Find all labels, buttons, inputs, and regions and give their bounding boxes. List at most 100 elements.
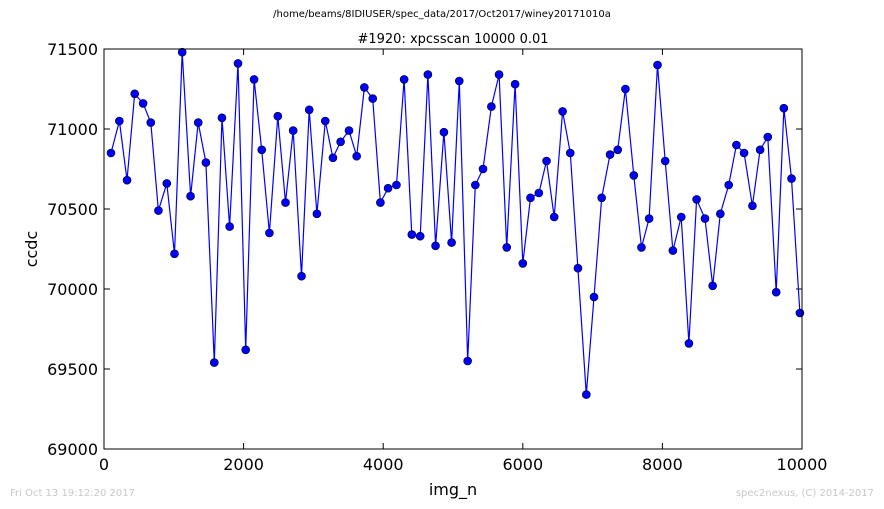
data-point — [177, 47, 187, 57]
data-point — [288, 126, 298, 135]
data-point — [201, 158, 211, 167]
data-point — [447, 238, 456, 247]
data-point — [478, 164, 488, 174]
data-point — [209, 358, 219, 367]
data-point — [336, 137, 345, 147]
data-point — [463, 356, 472, 366]
figure-suptitle: /home/beams/8IDIUSER/spec_data/2017/Oct2… — [273, 9, 611, 20]
data-point — [249, 75, 259, 84]
data-point — [779, 103, 789, 113]
series-line — [110, 52, 801, 395]
data-point — [186, 191, 195, 201]
data-point — [763, 132, 773, 142]
data-point — [573, 263, 583, 273]
data-point — [748, 201, 757, 211]
data-point — [154, 206, 163, 215]
data-point — [392, 180, 401, 190]
y-tick-label: 71000 — [47, 120, 98, 139]
data-point — [328, 153, 338, 163]
data-point — [668, 246, 678, 255]
data-point — [724, 180, 734, 190]
x-tick-label: 10000 — [777, 455, 828, 474]
data-point — [629, 171, 639, 180]
data-point — [487, 102, 496, 111]
data-point — [376, 198, 385, 207]
data-point — [716, 209, 725, 219]
chart-title: #1920: xpcsscan 10000 0.01 — [357, 32, 548, 47]
data-point — [225, 222, 234, 231]
data-point — [241, 345, 250, 355]
data-point — [732, 140, 741, 150]
data-point — [739, 148, 749, 158]
data-point — [526, 193, 535, 203]
data-point — [146, 118, 156, 127]
data-point — [502, 243, 512, 252]
data-point — [542, 156, 551, 166]
data-point — [621, 84, 630, 94]
data-point — [312, 209, 322, 219]
data-point — [700, 214, 710, 223]
data-point — [257, 145, 267, 155]
data-point — [653, 60, 662, 70]
data-point — [265, 228, 274, 238]
x-tick-label: 2000 — [223, 455, 264, 474]
data-point — [352, 151, 361, 161]
x-tick-label: 6000 — [502, 455, 543, 474]
plot-frame — [103, 48, 803, 450]
data-point — [518, 259, 528, 268]
data-point — [534, 188, 544, 198]
data-point — [193, 118, 203, 127]
data-point — [368, 94, 378, 103]
data-point — [399, 75, 409, 84]
data-point — [795, 308, 805, 318]
data-point — [613, 145, 623, 155]
data-point — [471, 180, 480, 190]
x-tick-label: 0 — [99, 455, 109, 474]
data-point — [787, 174, 796, 183]
data-point — [684, 339, 694, 348]
data-point — [320, 116, 330, 126]
data-point — [170, 249, 179, 259]
data-point — [771, 287, 781, 297]
y-tick-label: 71500 — [47, 40, 98, 59]
data-point — [297, 271, 306, 281]
data-point — [549, 212, 559, 222]
y-tick-label: 69500 — [47, 360, 98, 379]
y-tick-label: 70500 — [47, 200, 98, 219]
data-point — [439, 127, 449, 137]
data-point — [637, 243, 646, 252]
data-point — [755, 145, 765, 155]
x-axis-label: img_n — [429, 480, 477, 500]
data-point — [565, 148, 575, 158]
data-point — [644, 214, 654, 223]
data-point — [273, 111, 283, 121]
data-point — [138, 99, 148, 108]
data-point — [431, 241, 440, 251]
x-tick-label: 8000 — [642, 455, 683, 474]
y-axis-label: ccdc — [22, 231, 41, 268]
footer-timestamp: Fri Oct 13 19:12:20 2017 — [10, 488, 136, 499]
data-point — [582, 390, 591, 399]
data-point — [415, 231, 425, 241]
data-point — [162, 179, 172, 188]
data-point — [344, 126, 354, 135]
data-point — [708, 281, 717, 291]
footer-credit: spec2nexus, (C) 2014-2017 — [735, 488, 874, 499]
data-point — [558, 107, 567, 116]
y-tick-label: 69000 — [47, 440, 98, 459]
data-point — [360, 83, 369, 92]
data-point — [304, 105, 314, 115]
data-point — [106, 148, 116, 158]
data-point — [605, 150, 615, 159]
y-tick-label: 70000 — [47, 280, 98, 299]
data-point — [494, 70, 504, 79]
data-point — [676, 212, 686, 222]
data-point — [233, 59, 243, 68]
data-point — [130, 89, 140, 99]
x-tick-label: 4000 — [363, 455, 404, 474]
data-point — [692, 195, 701, 204]
data-point — [423, 70, 433, 79]
data-point — [383, 183, 393, 193]
data-point — [122, 175, 132, 185]
